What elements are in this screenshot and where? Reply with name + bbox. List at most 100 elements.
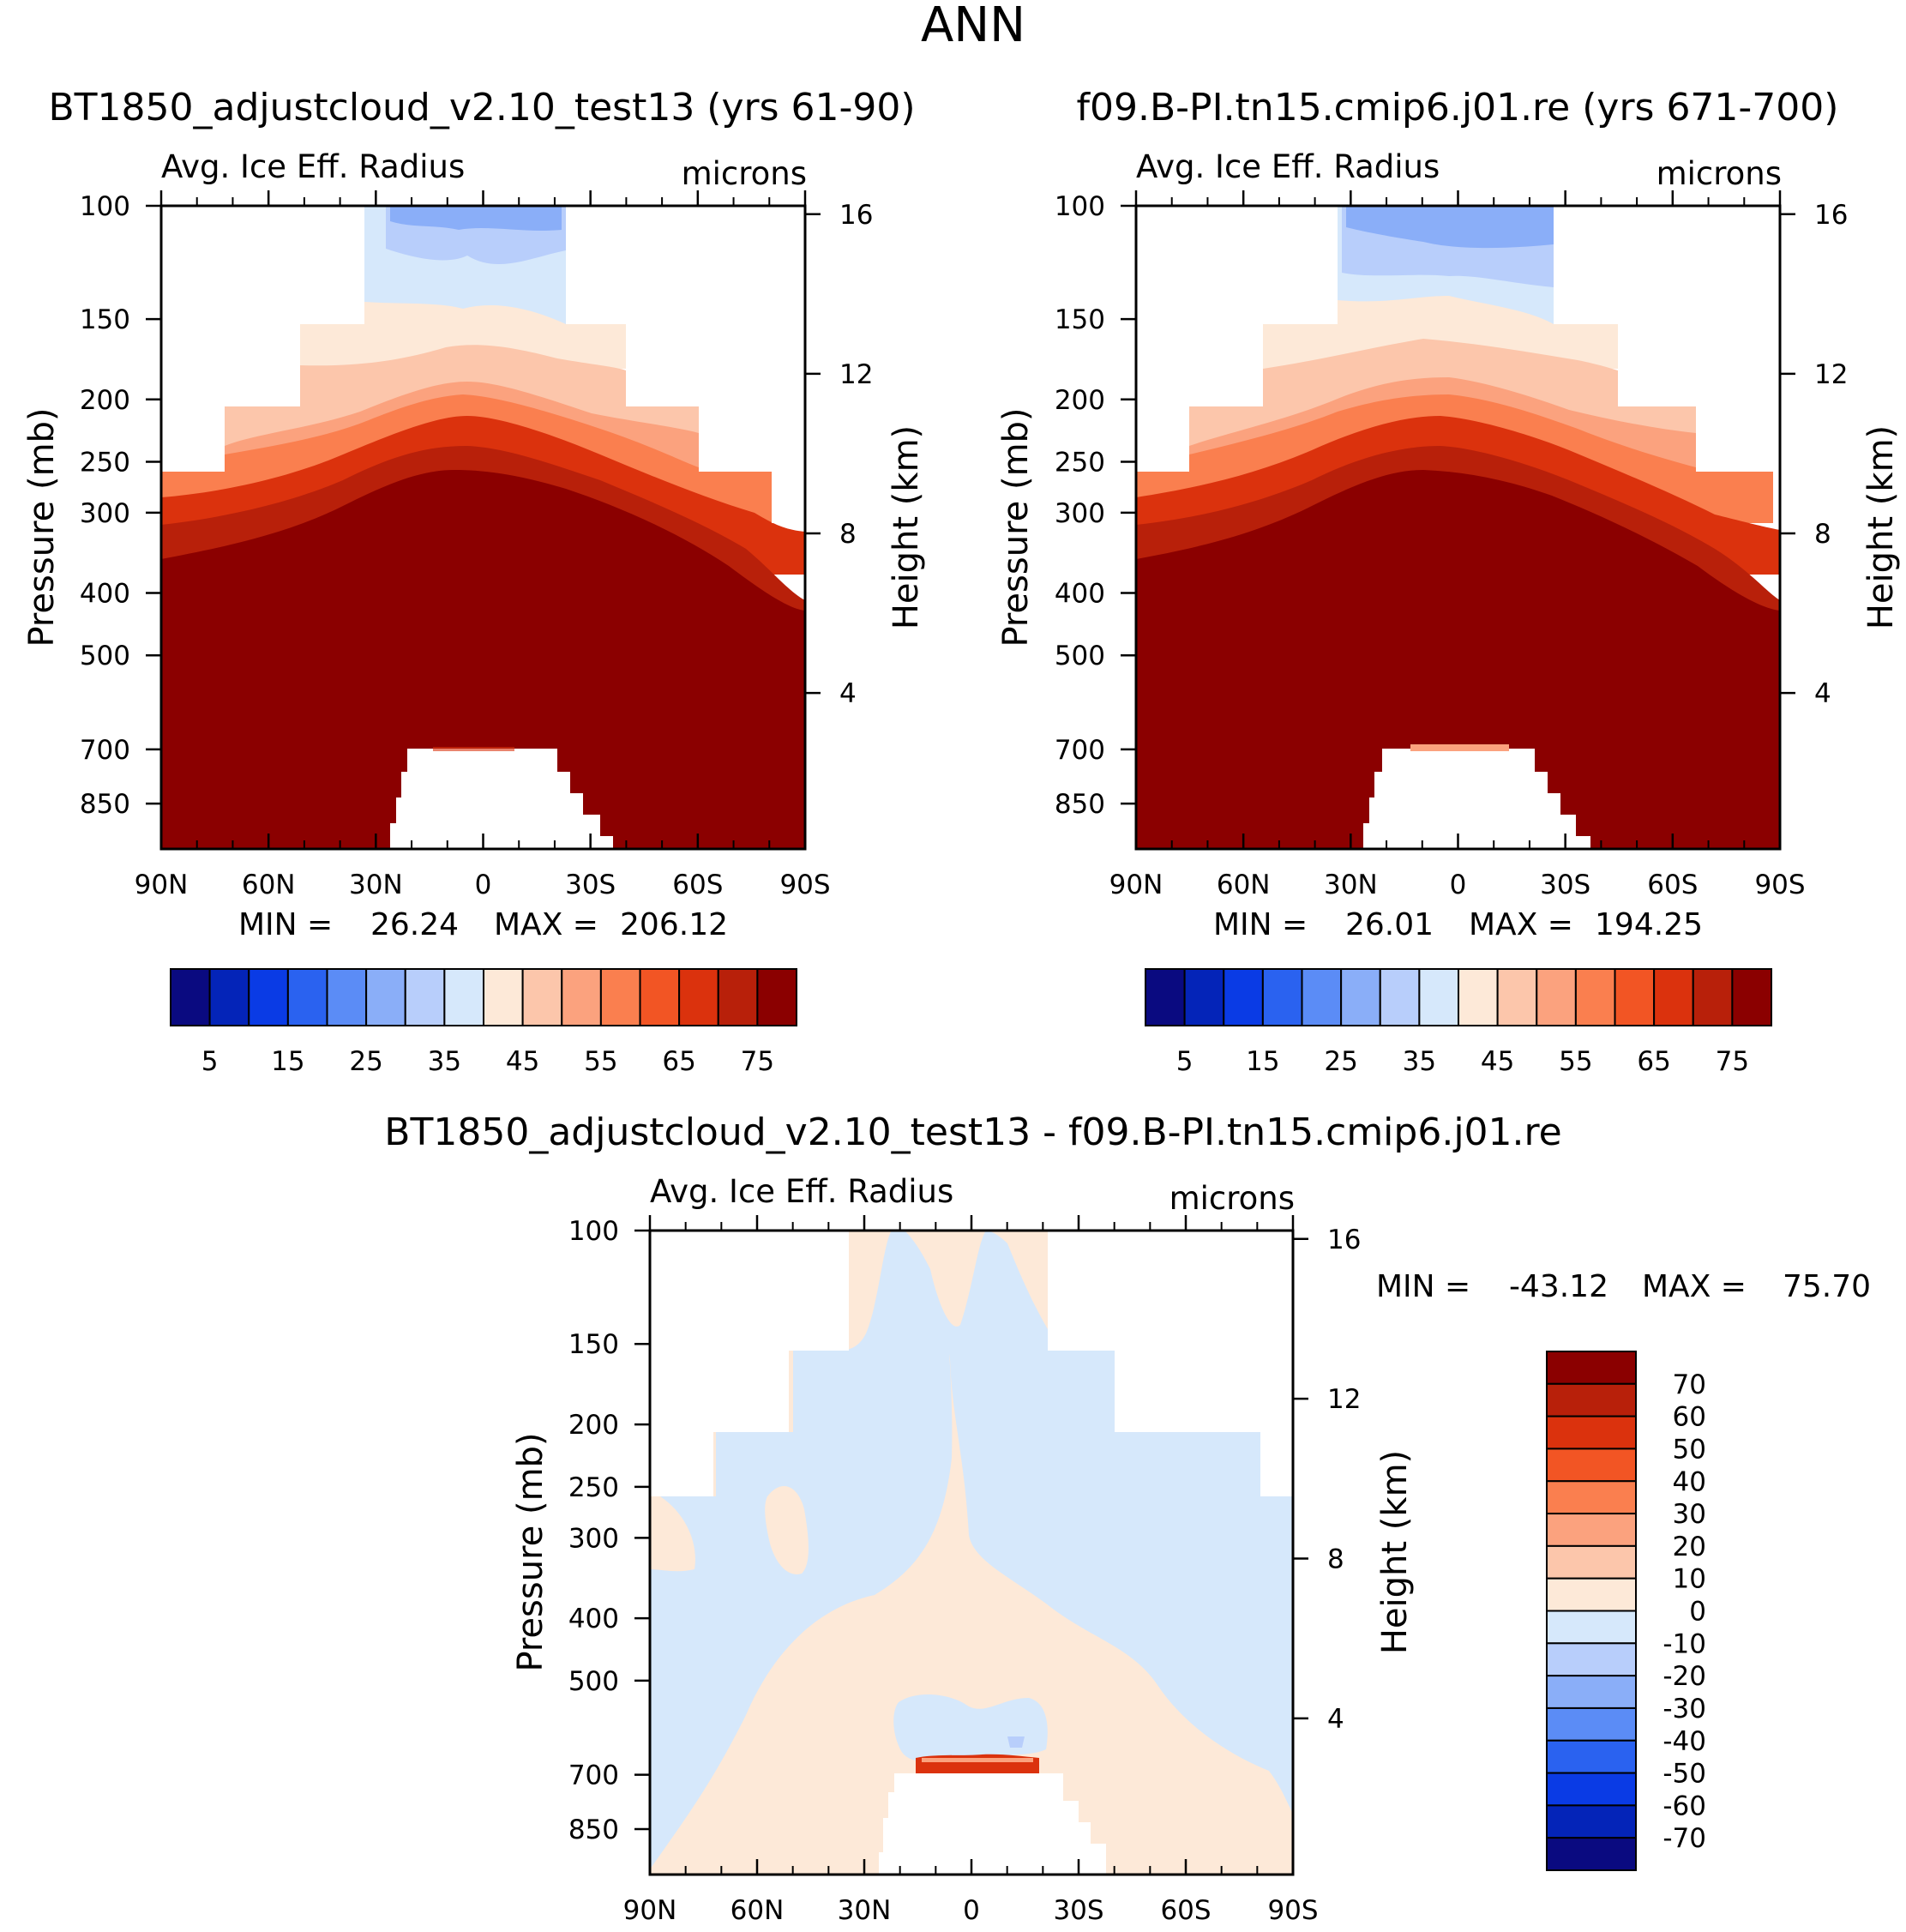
y-tick-label: 250	[80, 447, 130, 478]
missing-data-mask	[1136, 206, 1780, 523]
field-band-peach	[300, 302, 626, 369]
plot-area	[1136, 206, 1780, 849]
panel-difference: BT1850_adjustcloud_v2.10_test13 - f09.B-…	[384, 1110, 1871, 1926]
panel-control-case: f09.B-PI.tn15.cmip6.j01.re (yrs 671-700)…	[996, 86, 1901, 1077]
x-tick-label: 90N	[623, 1895, 677, 1926]
plot-area	[161, 206, 805, 849]
y-axis-title: Pressure (mb)	[22, 407, 62, 647]
colorbar-box	[1546, 1675, 1637, 1709]
stats-max-label: MAX =	[494, 907, 598, 942]
y-right-tick-label: 12	[839, 359, 873, 390]
colorbar-box	[1261, 968, 1303, 1026]
colorbar-box	[1546, 1837, 1637, 1871]
colorbar-label: 65	[662, 1046, 695, 1077]
y-tick-label: 700	[568, 1760, 619, 1791]
y-tick-label: 250	[568, 1472, 619, 1503]
colorbar-label: 60	[1673, 1402, 1706, 1433]
colorbar-label: 35	[1403, 1046, 1436, 1077]
colorbar-label: 0	[1689, 1597, 1706, 1628]
x-tick-label: 60N	[242, 870, 296, 900]
colorbar-box	[1458, 968, 1499, 1026]
colorbar-box	[483, 968, 524, 1026]
y-right-tick-label: 8	[1327, 1544, 1344, 1575]
stats-max-label: MAX =	[1469, 907, 1573, 942]
colorbar-box	[1546, 1382, 1637, 1417]
field-band-blue-streak	[1007, 1736, 1025, 1748]
colorbar-label: 70	[1673, 1369, 1706, 1400]
y-tick-label: 150	[1055, 304, 1105, 335]
colorbar-box	[1546, 1544, 1637, 1580]
colorbar-box	[208, 968, 250, 1026]
x-tick-label: 90S	[1267, 1895, 1318, 1926]
panel-title: BT1850_adjustcloud_v2.10_test13 - f09.B-…	[384, 1110, 1561, 1154]
field-band-peach-left	[650, 1496, 695, 1572]
colorbar-box	[756, 968, 797, 1026]
colorbar-box	[326, 968, 368, 1026]
colorbar-label: -10	[1662, 1628, 1706, 1659]
colorbar-label: 25	[349, 1046, 382, 1077]
colorbar-label: 55	[1559, 1046, 1592, 1077]
colorbar-box	[1546, 1351, 1637, 1385]
colorbar-box	[1379, 968, 1421, 1026]
x-tick-label: 30S	[1540, 870, 1590, 900]
colorbar-label: -70	[1662, 1823, 1706, 1854]
colorbar-label: 75	[1716, 1046, 1749, 1077]
y-tick-label: 300	[568, 1523, 619, 1554]
colorbar-box	[1731, 968, 1772, 1026]
x-tick-label: 90N	[1109, 870, 1163, 900]
x-tick-label: 30S	[565, 870, 616, 900]
colorbar-label: 75	[741, 1046, 774, 1077]
missing-data-mask	[161, 206, 805, 523]
stats-line: MIN = -43.12 MAX = 75.70	[1376, 1269, 1871, 1304]
units-label: microns	[1656, 155, 1782, 192]
colorbar-box	[1223, 968, 1264, 1026]
colorbar-box	[443, 968, 484, 1026]
x-tick-label: 0	[1450, 870, 1467, 900]
colorbar-label: -60	[1662, 1791, 1706, 1821]
axes: 90N 60N 30N 0 30S 60S 90S 100 150 200 250 300 400 500…	[568, 1215, 1361, 1926]
plot-area	[650, 1231, 1293, 1875]
colorbar-label: -20	[1662, 1661, 1706, 1692]
y-tick-label: 100	[1055, 191, 1105, 222]
stats-min-value: 26.24	[370, 907, 459, 942]
x-tick-label: 90N	[135, 870, 189, 900]
stats-max-label: MAX =	[1642, 1269, 1747, 1304]
colorbar-box	[1546, 1480, 1637, 1515]
colorbar-label: 20	[1673, 1532, 1706, 1562]
colorbar-label: 35	[428, 1046, 461, 1077]
y-axis-right-title: Height (km)	[887, 425, 926, 629]
y-right-tick-label: 16	[1814, 200, 1848, 231]
colorbar-label: 45	[506, 1046, 539, 1077]
y-right-tick-label: 4	[1327, 1704, 1344, 1735]
field-core	[1136, 470, 1780, 849]
variable-label: Avg. Ice Eff. Radius	[650, 1173, 953, 1210]
y-right-tick-label: 4	[839, 678, 857, 709]
stats-min-label: MIN =	[1213, 907, 1308, 942]
colorbar-label: -30	[1662, 1694, 1706, 1724]
y-tick-label: 250	[1055, 447, 1105, 478]
y-tick-label: 400	[1055, 579, 1105, 610]
colorbar-box	[1614, 968, 1656, 1026]
colorbar-box	[1536, 968, 1577, 1026]
y-tick-label: 700	[80, 735, 130, 766]
y-right-tick-label: 12	[1814, 359, 1848, 390]
colorbar-box	[1574, 968, 1616, 1026]
colorbar-box	[1546, 1415, 1637, 1450]
colorbar-box	[1546, 1642, 1637, 1677]
x-tick-label: 60S	[672, 870, 723, 900]
stats-line: MIN = 26.24 MAX = 206.12	[238, 907, 728, 942]
y-tick-label: 700	[1055, 735, 1105, 766]
colorbar-box	[1546, 1706, 1637, 1742]
field-band-lightblue-blob	[893, 1694, 1048, 1762]
y-tick-label: 200	[80, 385, 130, 416]
variable-label: Avg. Ice Eff. Radius	[161, 148, 465, 185]
axes: 90N 60N 30N 0 30S 60S 90S 100 150 200 250 300 400 500…	[80, 190, 873, 900]
y-right-tick-label: 16	[839, 200, 873, 231]
topography-mask	[1363, 749, 1590, 849]
topography-mask	[390, 749, 613, 849]
y-tick-label: 400	[80, 579, 130, 610]
colorbar-box	[170, 968, 211, 1026]
colorbar-label: 50	[1673, 1434, 1706, 1465]
page-title: ANN	[921, 0, 1025, 53]
colorbar-box	[599, 968, 641, 1026]
